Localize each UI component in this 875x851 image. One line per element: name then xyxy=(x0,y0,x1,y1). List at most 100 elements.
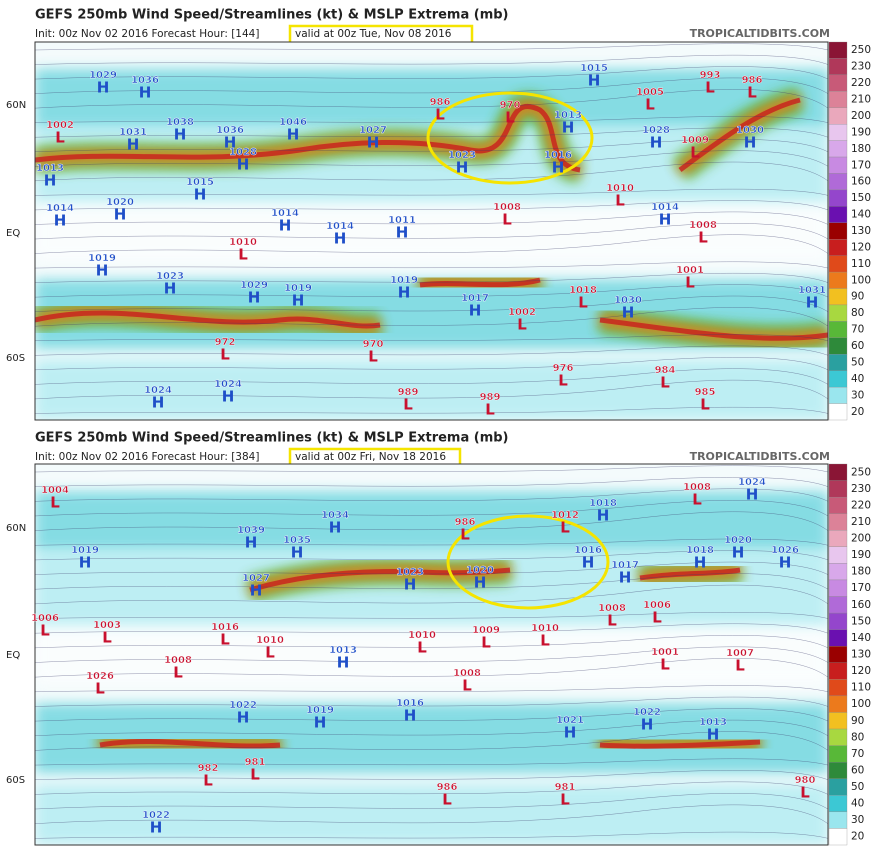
pressure-center: L xyxy=(250,766,260,784)
pressure-value: 1022 xyxy=(229,700,257,711)
pressure-center: H xyxy=(641,716,654,734)
pressure-value: 1046 xyxy=(279,117,307,128)
pressure-value: 1029 xyxy=(89,70,117,81)
pressure-center: L xyxy=(50,494,60,512)
streamline xyxy=(35,793,828,810)
pressure-value: 1012 xyxy=(551,510,579,521)
colorbar-cell xyxy=(828,288,848,306)
streamline xyxy=(35,635,828,649)
jet-max xyxy=(639,567,741,581)
region-highlight xyxy=(426,91,594,185)
colorbar-label: 170 xyxy=(851,159,871,171)
streamline xyxy=(35,612,828,619)
pressure-center: L xyxy=(435,106,445,124)
colorbar-label: 200 xyxy=(851,533,871,545)
pressure-center: L xyxy=(645,96,655,114)
pressure-center: H xyxy=(659,211,672,229)
pressure-center: H xyxy=(619,569,632,587)
streamline xyxy=(35,685,828,693)
streamline xyxy=(35,284,828,298)
colorbar-label: 40 xyxy=(851,798,864,810)
jet-max xyxy=(99,739,281,749)
colorbar-label: 100 xyxy=(851,698,871,710)
pressure-value: 1039 xyxy=(237,525,265,536)
pressure-value: 985 xyxy=(695,387,716,398)
colorbar-label: 230 xyxy=(851,61,871,73)
colorbar-cell xyxy=(828,370,848,388)
streamline xyxy=(35,211,828,225)
colorbar-label: 120 xyxy=(851,241,871,253)
streamline xyxy=(35,272,828,283)
colorbar-label: 250 xyxy=(851,466,871,478)
streamline xyxy=(35,139,828,153)
pressure-value: 1014 xyxy=(651,202,679,213)
map-frame xyxy=(34,463,829,846)
pressure-value: 1010 xyxy=(408,630,436,641)
pressure-center: H xyxy=(744,134,757,152)
jet-max xyxy=(599,317,828,341)
colorbar-label: 170 xyxy=(851,582,871,594)
colorbar-label: 220 xyxy=(851,499,871,511)
pressure-center: L xyxy=(560,519,570,537)
streamline xyxy=(35,150,828,167)
pressure-center: H xyxy=(97,79,110,97)
colorbar-label: 140 xyxy=(851,632,871,644)
pressure-center: H xyxy=(779,554,792,572)
streamline xyxy=(35,719,828,737)
pressure-center: L xyxy=(685,274,695,292)
colorbar-cell xyxy=(828,480,848,498)
jet-max xyxy=(35,310,381,329)
pressure-center: L xyxy=(705,79,715,97)
pressure-value: 1007 xyxy=(726,648,754,659)
streamline xyxy=(35,708,828,722)
wind-band xyxy=(35,491,828,552)
pressure-center: H xyxy=(222,388,235,406)
pressure-value: 980 xyxy=(795,775,816,786)
pressure-value: 1029 xyxy=(240,280,268,291)
panel-title: GEFS 250mb Wind Speed/Streamlines (kt) &… xyxy=(35,8,509,23)
pressure-value: 1001 xyxy=(651,647,679,658)
colorbar-label: 50 xyxy=(851,356,864,368)
valid-time: valid at 00z Tue, Nov 08 2016 xyxy=(295,28,452,40)
pressure-center: H xyxy=(224,134,237,152)
pressure-value: 1008 xyxy=(493,202,521,213)
pressure-center: H xyxy=(79,554,92,572)
colorbar-label: 190 xyxy=(851,549,871,561)
colorbar-cell xyxy=(828,612,848,630)
colorbar-cell xyxy=(828,173,848,191)
pressure-value: 970 xyxy=(500,100,521,111)
colorbar-label: 160 xyxy=(851,599,871,611)
pressure-value: 1016 xyxy=(211,622,239,633)
pressure-value: 1010 xyxy=(606,183,634,194)
colorbar-label: 50 xyxy=(851,781,864,793)
pressure-center: H xyxy=(469,302,482,320)
colorbar-cell xyxy=(828,695,848,713)
pressure-center: H xyxy=(552,159,565,177)
pressure-value: 1031 xyxy=(119,127,147,138)
pressure-value: 1030 xyxy=(614,295,642,306)
pressure-center: H xyxy=(287,126,300,144)
colorbar-cell xyxy=(828,124,848,141)
colorbar-cell xyxy=(828,513,848,531)
pressure-value: 989 xyxy=(398,387,419,398)
pressure-value: 976 xyxy=(553,363,574,374)
pressure-center: L xyxy=(481,634,491,652)
pressure-value: 1038 xyxy=(166,117,194,128)
pressure-value: 1035 xyxy=(283,535,311,546)
pressure-value: 1014 xyxy=(326,221,354,232)
colorbar-label: 70 xyxy=(851,324,864,336)
streamline xyxy=(35,623,828,634)
pressure-value: 1019 xyxy=(306,705,334,716)
colorbar-label: 90 xyxy=(851,291,864,303)
pressure-value: 984 xyxy=(655,365,676,376)
pressure-center: H xyxy=(806,294,819,312)
pressure-center: L xyxy=(558,372,568,390)
colorbar-cell xyxy=(828,728,848,746)
pressure-center: L xyxy=(747,84,757,102)
pressure-value: 1022 xyxy=(633,707,661,718)
colorbar-label: 130 xyxy=(851,649,871,661)
streamline xyxy=(35,188,828,196)
colorbar-label: 210 xyxy=(851,516,871,528)
jet-max xyxy=(599,739,761,749)
pressure-center: L xyxy=(203,772,213,790)
